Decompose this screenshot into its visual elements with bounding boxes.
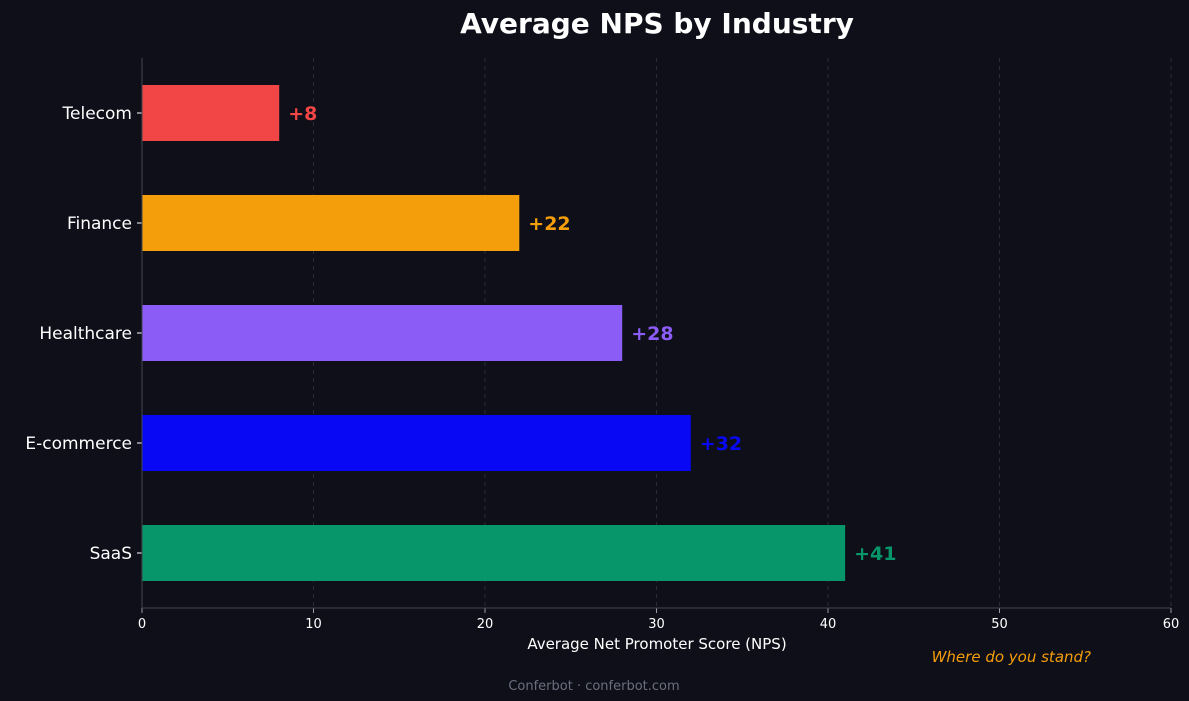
- data-label: +41: [854, 543, 896, 565]
- bar-saas: [142, 525, 846, 581]
- y-tick-label: SaaS: [90, 544, 132, 564]
- data-label: +32: [700, 433, 742, 455]
- data-label: +22: [528, 213, 570, 235]
- footer-credit: Conferbot · conferbot.com: [508, 679, 679, 694]
- annotation: Where do you stand?: [932, 648, 1091, 666]
- x-tick-label: 40: [820, 617, 837, 632]
- bar-healthcare: [142, 305, 623, 361]
- bar-e-commerce: [142, 415, 691, 471]
- x-tick-label: 60: [1163, 617, 1180, 632]
- data-label: +28: [631, 323, 673, 345]
- x-axis-label: Average Net Promoter Score (NPS): [527, 635, 786, 653]
- y-tick-label: Healthcare: [39, 324, 132, 344]
- x-tick-label: 30: [648, 617, 665, 632]
- x-tick-label: 20: [477, 617, 494, 632]
- bar-finance: [142, 195, 520, 251]
- gridlines: [313, 58, 1172, 608]
- y-tick-label: Finance: [67, 214, 132, 234]
- bars: +8 +22 +28 +32 +41: [142, 85, 897, 581]
- x-tick-label: 50: [991, 617, 1008, 632]
- x-tick-label: 10: [305, 617, 322, 632]
- axes: 0 10 20 30 40 50 60 Telecom Finance Healthcare E-c…: [25, 58, 1179, 632]
- y-tick-label: Telecom: [62, 104, 132, 124]
- y-tick-label: E-commerce: [25, 434, 132, 454]
- x-tick-label: 0: [138, 617, 146, 632]
- data-label: +8: [288, 103, 317, 125]
- bar-telecom: [142, 85, 280, 141]
- chart-title: Average NPS by Industry: [460, 7, 854, 40]
